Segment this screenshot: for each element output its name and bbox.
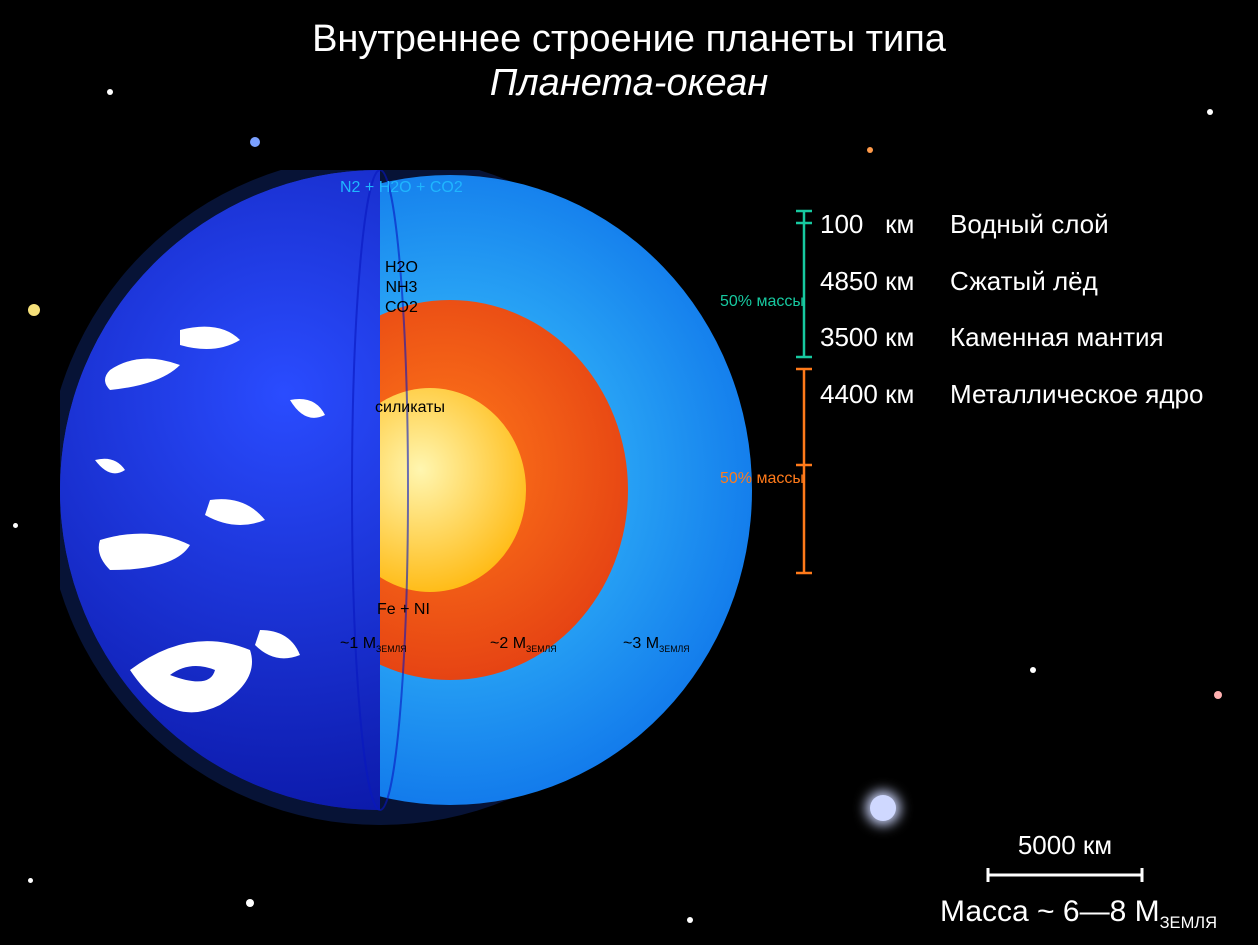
star xyxy=(13,523,18,528)
mass-ice-sub: ЗЕМЛЯ xyxy=(659,644,690,654)
legend-row-core: 4400 км Металлическое ядро xyxy=(820,380,1203,409)
star xyxy=(28,304,40,316)
mass-mantle-label: ~2 МЗЕМЛЯ xyxy=(490,634,557,655)
star xyxy=(28,878,33,883)
legend-km-2: 3500 xyxy=(820,322,878,352)
legend-unit-0: км xyxy=(885,209,914,239)
legend-label-0: Водный слой xyxy=(950,210,1109,239)
title-line-2: Планета-океан xyxy=(0,62,1258,105)
chem-mantle: силикаты xyxy=(375,398,445,418)
star xyxy=(870,795,896,821)
mass-core-text: ~1 М xyxy=(340,635,376,652)
mass-note-lower: 50% массы xyxy=(720,470,804,488)
legend-unit-3: км xyxy=(885,379,914,409)
mass-ice-text: ~3 М xyxy=(623,635,659,652)
chem-ice-nh3: NH3 xyxy=(385,278,418,298)
footer-mass: Масса ~ 6—8 МЗЕМЛЯ xyxy=(940,895,1217,933)
layer-brackets xyxy=(790,205,820,585)
star xyxy=(1207,109,1213,115)
star xyxy=(687,917,693,923)
planet-cutaway xyxy=(60,170,700,810)
legend-row-ice: 4850 км Сжатый лёд xyxy=(820,267,1203,296)
star xyxy=(246,899,254,907)
layer-legend: 100 км Водный слой 4850 км Сжатый лёд 35… xyxy=(820,210,1203,436)
star xyxy=(867,147,873,153)
star xyxy=(107,89,113,95)
legend-row-water: 100 км Водный слой xyxy=(820,210,1203,239)
star xyxy=(250,137,260,147)
legend-label-1: Сжатый лёд xyxy=(950,267,1098,296)
star xyxy=(1030,667,1036,673)
legend-label-3: Металлическое ядро xyxy=(950,380,1203,409)
chem-ice-co2: CO2 xyxy=(385,298,418,318)
legend-unit-2: км xyxy=(885,322,914,352)
legend-km-1: 4850 xyxy=(820,266,878,296)
mass-mantle-text: ~2 М xyxy=(490,635,526,652)
scale-bar-icon xyxy=(980,865,1150,885)
mass-core-sub: ЗЕМЛЯ xyxy=(376,644,407,654)
footer-mass-text: Масса ~ 6—8 М xyxy=(940,895,1160,928)
chem-ice-h2o: H2O xyxy=(385,258,418,278)
legend-row-mantle: 3500 км Каменная мантия xyxy=(820,323,1203,352)
crescent-moon xyxy=(275,99,316,140)
scale-bar: 5000 км xyxy=(980,830,1150,892)
title-line-1: Внутреннее строение планеты типа xyxy=(0,18,1258,61)
mass-core-label: ~1 МЗЕМЛЯ xyxy=(340,634,407,655)
legend-unit-1: км xyxy=(885,266,914,296)
mass-note-upper: 50% массы xyxy=(720,293,804,311)
legend-label-2: Каменная мантия xyxy=(950,323,1164,352)
star xyxy=(1214,691,1222,699)
chem-core: Fe + NI xyxy=(377,600,430,620)
footer-mass-sub: ЗЕМЛЯ xyxy=(1160,914,1217,932)
mass-mantle-sub: ЗЕМЛЯ xyxy=(526,644,557,654)
chem-ice: H2O NH3 CO2 xyxy=(385,258,418,318)
chem-atmosphere: N2 + H2O + CO2 xyxy=(340,178,463,198)
legend-km-0: 100 xyxy=(820,209,863,239)
legend-km-3: 4400 xyxy=(820,379,878,409)
scale-label: 5000 км xyxy=(980,830,1150,861)
mass-ice-label: ~3 МЗЕМЛЯ xyxy=(623,634,690,655)
